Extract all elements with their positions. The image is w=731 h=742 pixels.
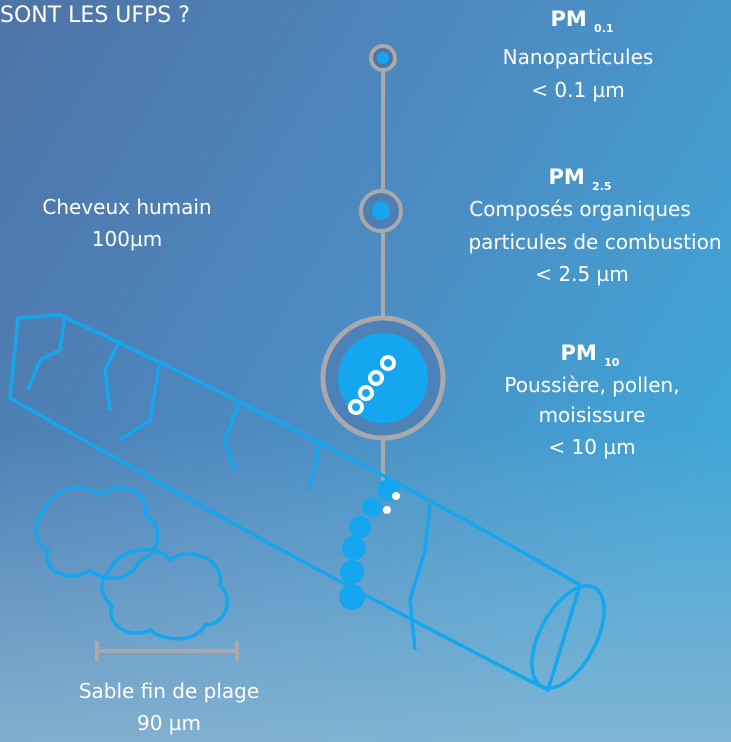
pm-subscript: 2.5: [592, 180, 612, 193]
pm-text: PM: [548, 165, 584, 189]
pm25-icon: [359, 189, 403, 233]
pm01-icon: [369, 44, 397, 72]
size: < 10 µm: [548, 435, 635, 459]
pm-text: PM: [561, 341, 597, 365]
pm-label: PM 2.5: [548, 165, 611, 193]
description: moisissure: [539, 403, 646, 427]
sand-grains: [34, 486, 229, 641]
particle-chain: [339, 479, 400, 610]
size: < 2.5 µm: [535, 262, 629, 286]
title: SONT LES UFPS ?: [0, 3, 190, 28]
sand-size: 90 µm: [137, 711, 201, 735]
pm-label: PM 0.1: [550, 7, 613, 35]
scale-bar: [95, 641, 239, 661]
hair-size: 100µm: [92, 227, 162, 251]
sand-label: Sable fin de plage: [79, 679, 259, 703]
description: Composés organiques: [469, 197, 691, 221]
clouds: [0, 430, 731, 742]
description: Nanoparticules: [503, 45, 654, 69]
pm-label: PM 10: [561, 341, 620, 369]
pm-subscript: 0.1: [594, 22, 614, 35]
size: < 0.1 µm: [531, 78, 625, 102]
hair-illustration: [8, 313, 606, 692]
description: Poussière, pollen,: [504, 373, 679, 397]
pm-text: PM: [550, 7, 586, 31]
description: particules de combustion: [468, 230, 721, 254]
pm10-icon: [320, 315, 446, 441]
pm-subscript: 10: [604, 356, 620, 369]
hair-label: Cheveux humain: [42, 195, 211, 219]
